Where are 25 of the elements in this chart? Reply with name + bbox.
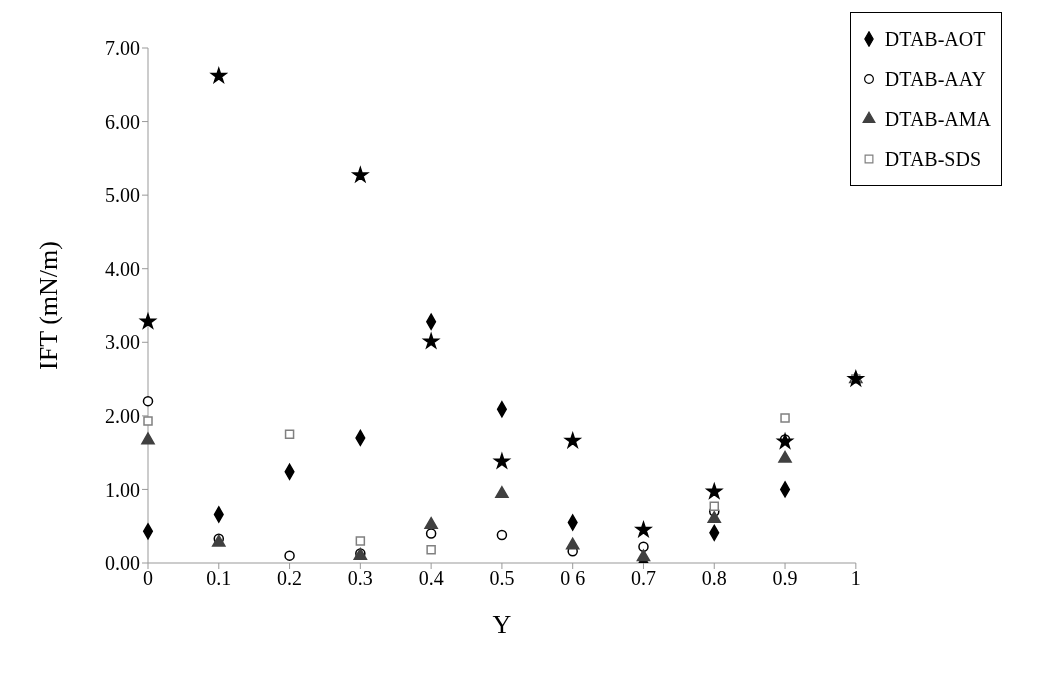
x-tick-label: 0.8 (701, 567, 727, 590)
legend-label: DTAB-AOT (884, 27, 986, 51)
y-axis-title: IFT (mN/m) (34, 241, 64, 370)
x-tick-label: 0 (143, 567, 153, 590)
y-tick-label: 1.00 (105, 478, 140, 501)
x-tick-label: 0.3 (347, 567, 373, 590)
x-tick-label: 0.2 (277, 567, 303, 590)
y-tick-label: 4.00 (105, 257, 140, 280)
x-tick-label: 0.5 (489, 567, 515, 590)
x-tick-label: 0.1 (206, 567, 232, 590)
x-tick-label: 0.9 (772, 567, 798, 590)
x-tick-label: 0 6 (560, 567, 586, 590)
y-tick-label: 6.00 (105, 110, 140, 133)
x-tick-label: 1 (850, 567, 861, 590)
y-tick-label: 7.00 (105, 37, 140, 60)
legend-label: DTAB-SDS (884, 147, 982, 171)
x-axis-title: Y (492, 610, 512, 639)
x-tick-label: 0.7 (630, 567, 656, 590)
legend-label: DTAB-AAY (884, 67, 986, 91)
y-tick-label: 5.00 (105, 184, 140, 207)
x-tick-label: 0.4 (418, 567, 444, 590)
y-tick-label: 3.00 (105, 331, 140, 354)
y-tick-label: 2.00 (105, 404, 140, 427)
legend-label: DTAB-AMA (884, 107, 991, 131)
y-tick-label: 0.00 (105, 552, 140, 575)
